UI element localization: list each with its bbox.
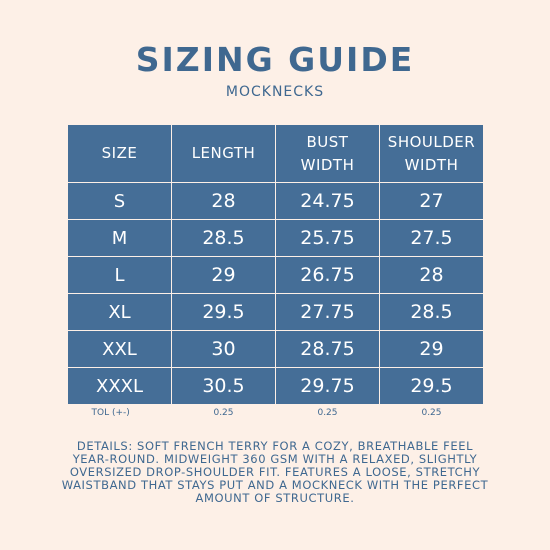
size-cell: L (67, 256, 172, 294)
tolerance-length: 0.25 (213, 408, 234, 418)
table-row: M 28.5 25.75 27.5 (67, 219, 484, 257)
bust-cell: 24.75 (275, 182, 380, 220)
header-size: SIZE (67, 124, 172, 183)
shoulder-cell: 27.5 (379, 219, 484, 257)
table-row: XL 29.5 27.75 28.5 (67, 293, 484, 331)
length-cell: 29 (171, 256, 276, 294)
shoulder-cell: 29 (379, 330, 484, 368)
tolerance-row: TOL (+-) 0.25 0.25 0.25 (68, 405, 484, 422)
bust-cell: 29.75 (275, 367, 380, 405)
header-length: LENGTH (171, 124, 276, 183)
length-cell: 30.5 (171, 367, 276, 405)
tolerance-shoulder: 0.25 (421, 408, 442, 418)
length-cell: 29.5 (171, 293, 276, 331)
size-cell: M (67, 219, 172, 257)
bust-cell: 28.75 (275, 330, 380, 368)
size-cell: S (67, 182, 172, 220)
tolerance-label: TOL (+-) (91, 408, 130, 418)
table-row: S 28 24.75 27 (67, 182, 484, 220)
length-cell: 30 (171, 330, 276, 368)
product-details: DETAILS: SOFT FRENCH TERRY FOR A COZY, B… (61, 439, 489, 505)
header-bust-line1: BUST (306, 132, 349, 151)
table-row: XXL 30 28.75 29 (67, 330, 484, 368)
header-bust-line2: WIDTH (300, 155, 355, 174)
size-cell: XXL (67, 330, 172, 368)
size-cell: XL (67, 293, 172, 331)
table-header-row: SIZE LENGTH BUST WIDTH SHOULDER WIDTH (67, 124, 484, 183)
bust-cell: 27.75 (275, 293, 380, 331)
header-shoulder-line1: SHOULDER (387, 132, 476, 151)
length-cell: 28 (171, 182, 276, 220)
shoulder-cell: 27 (379, 182, 484, 220)
shoulder-cell: 28 (379, 256, 484, 294)
page-subtitle: MOCKNECKS (225, 84, 325, 100)
header-bust-width: BUST WIDTH (275, 124, 380, 183)
header-shoulder-width: SHOULDER WIDTH (379, 124, 484, 183)
page-title: SIZING GUIDE (135, 40, 415, 79)
table-row: L 29 26.75 28 (67, 256, 484, 294)
sizing-table: SIZE LENGTH BUST WIDTH SHOULDER WIDTH S … (67, 124, 484, 421)
length-cell: 28.5 (171, 219, 276, 257)
bust-cell: 25.75 (275, 219, 380, 257)
tolerance-bust: 0.25 (317, 408, 338, 418)
header-shoulder-line2: WIDTH (404, 155, 459, 174)
bust-cell: 26.75 (275, 256, 380, 294)
table-row: XXXL 30.5 29.75 29.5 (67, 367, 484, 405)
shoulder-cell: 29.5 (379, 367, 484, 405)
shoulder-cell: 28.5 (379, 293, 484, 331)
size-cell: XXXL (67, 367, 172, 405)
